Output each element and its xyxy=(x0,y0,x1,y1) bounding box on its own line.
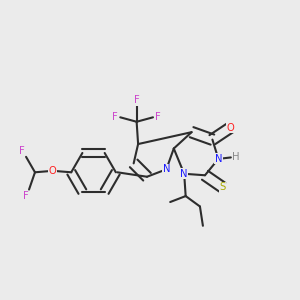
Text: F: F xyxy=(134,95,140,105)
Text: N: N xyxy=(163,164,170,174)
Text: F: F xyxy=(112,112,118,122)
Text: F: F xyxy=(19,146,25,157)
Text: N: N xyxy=(214,154,222,164)
Text: N: N xyxy=(180,169,188,179)
Text: F: F xyxy=(155,112,161,122)
Text: H: H xyxy=(232,152,240,162)
Text: O: O xyxy=(226,123,234,133)
Text: O: O xyxy=(49,166,57,176)
Text: S: S xyxy=(219,182,225,192)
Text: F: F xyxy=(23,191,29,201)
